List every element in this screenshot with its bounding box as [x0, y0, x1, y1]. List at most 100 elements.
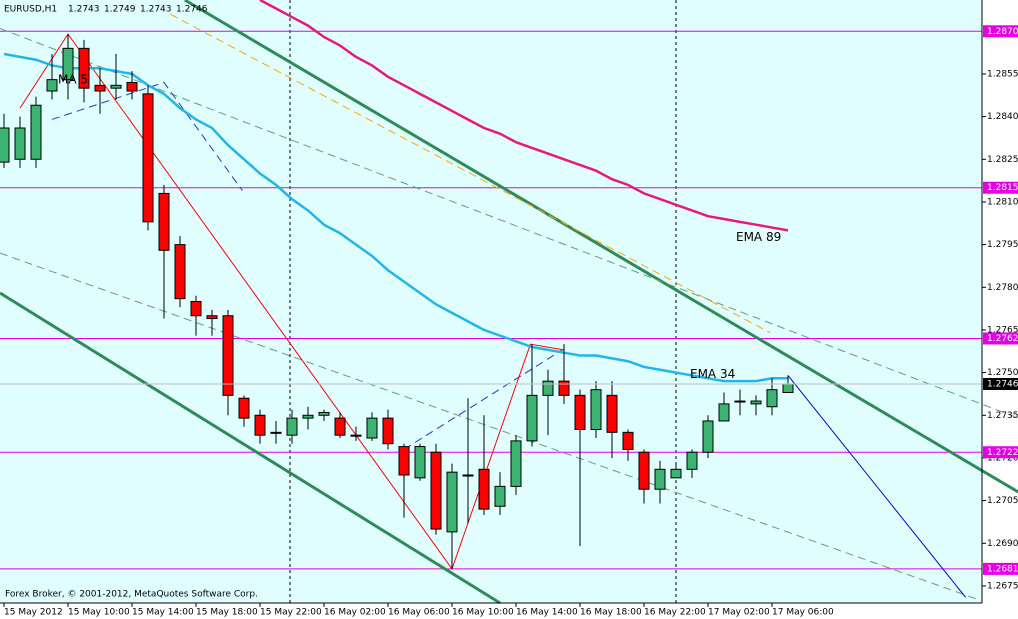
candle-body — [430, 451, 442, 530]
chart-layer — [0, 0, 1018, 605]
y-tick-label: 1.2780 — [987, 283, 1018, 293]
level-label-box — [983, 25, 1018, 38]
x-tick-label: 17 May 02:00 — [708, 608, 770, 618]
y-tick-label: 1.2765 — [987, 325, 1018, 335]
candle-body — [110, 84, 122, 89]
y-tick-label: 1.2690 — [987, 539, 1018, 549]
footer: Forex Broker, © 2001-2012, MetaQuotes So… — [5, 590, 258, 600]
candle-body — [286, 417, 298, 436]
candle-body — [270, 431, 282, 434]
y-tick-label: 1.2720 — [987, 453, 1018, 463]
header-close: 1.2746 — [176, 5, 208, 15]
header-high: 1.2749 — [104, 5, 136, 15]
x-tick-label: 15 May 14:00 — [132, 608, 194, 618]
candle-body — [142, 93, 154, 223]
candle-body — [718, 403, 730, 422]
series-label: EMA 89 — [736, 230, 781, 244]
candle-body — [14, 127, 26, 160]
candle-body — [462, 474, 474, 477]
level-label: 1.2870 — [987, 27, 1018, 37]
candle-body — [606, 394, 618, 433]
x-tick-label: 16 May 10:00 — [452, 608, 514, 618]
candle-body — [686, 451, 698, 470]
trend-line — [787, 375, 966, 598]
trend-line — [403, 349, 563, 450]
candle-body — [734, 400, 746, 403]
y-tick-label: 1.2705 — [987, 496, 1018, 506]
candle-body — [30, 104, 42, 160]
symbol: EURUSD,H1 — [4, 5, 57, 15]
x-tick-label: 15 May 18:00 — [196, 608, 258, 618]
annotation: MA 5 — [58, 73, 88, 87]
candle-body — [382, 417, 394, 445]
candle-body — [78, 47, 90, 89]
y-tick-label: 1.2840 — [987, 112, 1018, 122]
moving-average — [3, 52, 788, 383]
candle-body — [222, 315, 234, 396]
candle-body — [158, 192, 170, 251]
y-tick-label: 1.2750 — [987, 368, 1018, 378]
level-label: 1.2815 — [987, 183, 1018, 193]
candle-body — [190, 301, 202, 317]
y-tick-label: 1.2855 — [987, 69, 1018, 79]
candle-body — [510, 440, 522, 487]
trend-line — [0, 252, 981, 601]
candle-body — [414, 446, 426, 479]
series-label: EMA 34 — [690, 367, 735, 381]
trend-line — [51, 81, 243, 191]
candle-body — [350, 434, 362, 437]
candle-body — [174, 244, 186, 300]
level-label-box — [983, 181, 1018, 194]
candle-body — [574, 394, 586, 430]
candle-body — [302, 414, 314, 419]
level-label-box — [983, 562, 1018, 575]
candle-body — [94, 84, 106, 92]
candle-body — [670, 468, 682, 479]
y-tick-label: 1.2810 — [987, 197, 1018, 207]
candle-body — [638, 451, 650, 490]
trend-line — [170, 13, 771, 334]
candle-body — [318, 411, 330, 416]
candle-body — [654, 468, 666, 490]
y-tick-label: 1.2675 — [987, 581, 1018, 591]
x-tick-label: 15 May 22:00 — [260, 608, 322, 618]
candle-body — [558, 380, 570, 396]
candle-body — [590, 389, 602, 430]
candle-body — [542, 380, 554, 396]
candle-body — [0, 127, 10, 163]
current-price-box — [983, 377, 1018, 390]
candle-body — [494, 485, 506, 507]
y-tick-label: 1.2795 — [987, 240, 1018, 250]
x-tick-label: 16 May 22:00 — [644, 608, 706, 618]
candle-body — [238, 397, 250, 419]
candle-body — [766, 389, 778, 408]
plot-area — [0, 0, 982, 603]
x-tick-label: 16 May 06:00 — [388, 608, 450, 618]
trend-line — [184, 0, 1018, 494]
candle-body — [526, 394, 538, 442]
level-label-box — [983, 332, 1018, 345]
trend-line — [0, 291, 501, 605]
level-label: 1.2681 — [987, 564, 1018, 574]
header-open: 1.2743 — [68, 5, 100, 15]
candle-body — [622, 431, 634, 450]
x-tick-label: 16 May 18:00 — [580, 608, 642, 618]
x-tick-label: 16 May 14:00 — [516, 608, 578, 618]
candle-body — [398, 446, 410, 476]
level-label-box — [983, 446, 1018, 459]
candle-body — [126, 81, 138, 92]
x-tick-label: 15 May 2012 — [4, 608, 63, 618]
candle-body — [750, 400, 762, 405]
candle-body — [446, 471, 458, 533]
x-tick-label: 17 May 06:00 — [772, 608, 834, 618]
y-tick-label: 1.2825 — [987, 155, 1018, 165]
candle-body — [62, 47, 74, 81]
candle-body — [782, 383, 794, 394]
candle-body — [206, 315, 218, 320]
candle-body — [478, 468, 490, 510]
x-tick-label: 16 May 02:00 — [324, 608, 386, 618]
current-price-label: 1.2746 — [987, 379, 1018, 389]
level-label: 1.2762 — [987, 334, 1018, 344]
candle-body — [702, 420, 714, 453]
